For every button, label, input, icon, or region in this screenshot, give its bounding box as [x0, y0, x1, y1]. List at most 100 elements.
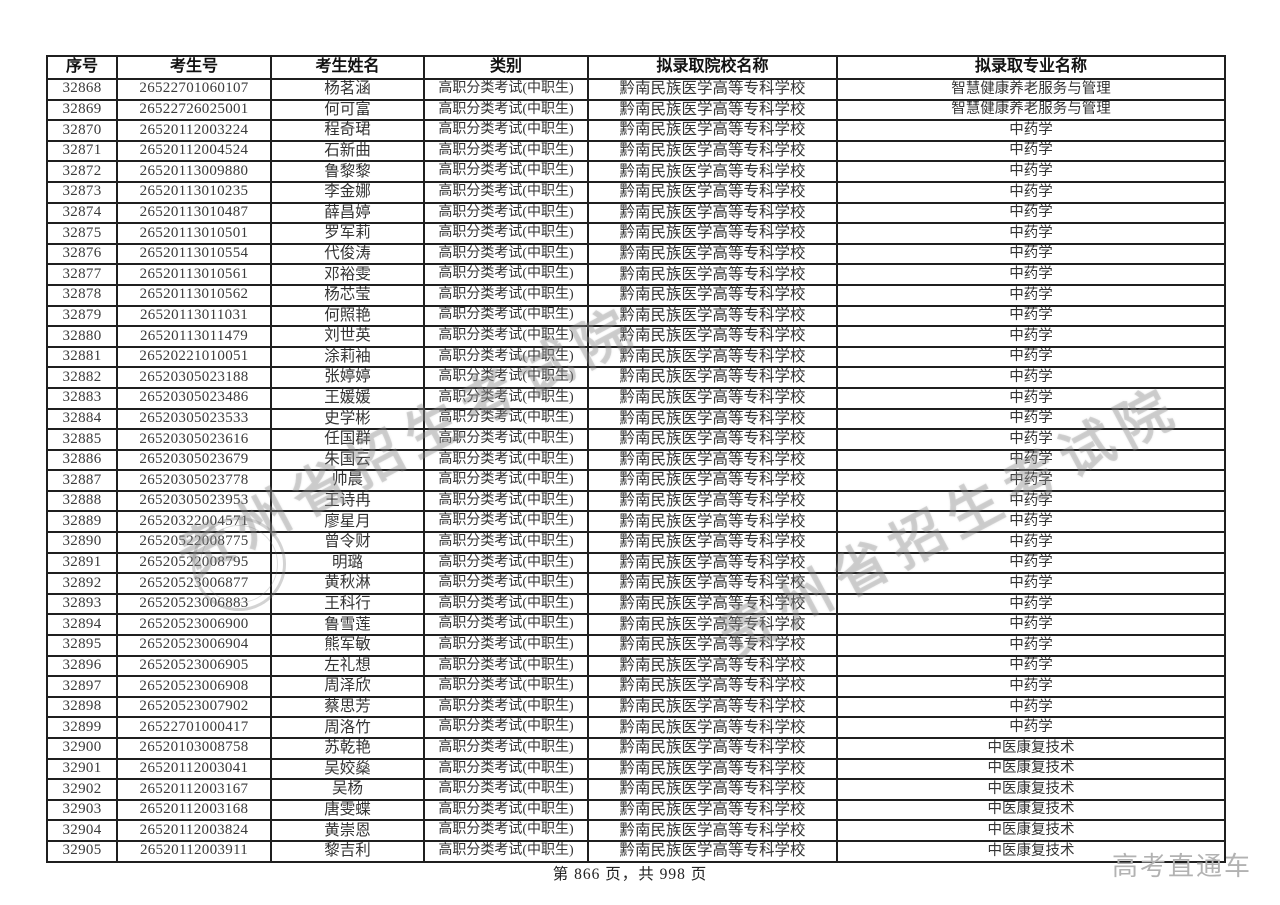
table-cell: 26520112003168 [116, 798, 272, 822]
table-cell: 26520221010051 [116, 345, 272, 369]
table-cell: 26520523006883 [116, 592, 272, 616]
table-cell: 26520523006905 [116, 654, 272, 678]
table-cell: 高职分类考试(中职生) [423, 551, 589, 575]
table-cell: 中药学 [836, 325, 1226, 348]
table-header-row: 序号 考生号 考生姓名 类别 拟录取院校名称 拟录取专业名称 [46, 55, 1226, 80]
table-cell: 黔南民族医学高等专科学校 [587, 304, 838, 328]
table-cell: 高职分类考试(中职生) [423, 716, 589, 739]
table-cell: 中药学 [836, 510, 1226, 534]
table-cell: 32878 [46, 283, 118, 307]
table-cell: 高职分类考试(中职生) [423, 778, 589, 801]
table-cell: 32876 [46, 242, 118, 266]
table-cell: 32881 [46, 345, 118, 369]
table-cell: 中药学 [836, 716, 1226, 739]
table-row: 32869 26522726025001 何可富 高职分类考试(中职生) 黔南民族医学高… [46, 98, 1226, 122]
table-cell: 黔南民族医学高等专科学校 [587, 716, 838, 739]
table-cell: 何可富 [270, 98, 425, 122]
table-cell: 32872 [46, 160, 118, 183]
table-cell: 中药学 [836, 675, 1226, 698]
table-cell: 罗军莉 [270, 222, 425, 245]
table-cell: 32885 [46, 428, 118, 451]
table-cell: 32894 [46, 613, 118, 637]
table-cell: 32879 [46, 304, 118, 328]
table-cell: 黔南民族医学高等专科学校 [587, 180, 838, 204]
table-cell: 32869 [46, 98, 118, 122]
table-row: 32871 26520112004524 石新曲 高职分类考试(中职生) 黔南民族医学高… [46, 139, 1226, 163]
table-cell: 32891 [46, 551, 118, 575]
table-cell: 高职分类考试(中职生) [423, 613, 589, 637]
table-cell: 32895 [46, 634, 118, 657]
table-cell: 中医康复技术 [836, 839, 1226, 863]
table-cell: 26520523006900 [116, 613, 272, 637]
table-cell: 周洛竹 [270, 716, 425, 739]
table-cell: 高职分类考试(中职生) [423, 819, 589, 842]
table-cell: 26520522008795 [116, 551, 272, 575]
table-cell: 黔南民族医学高等专科学校 [587, 366, 838, 389]
table-cell: 黔南民族医学高等专科学校 [587, 283, 838, 307]
table-cell: 中药学 [836, 139, 1226, 163]
table-cell: 程奇珺 [270, 119, 425, 142]
table-cell: 黔南民族医学高等专科学校 [587, 139, 838, 163]
table-cell: 黔南民族医学高等专科学校 [587, 345, 838, 369]
table-cell: 中药学 [836, 551, 1226, 575]
table-cell: 代俊涛 [270, 242, 425, 266]
table-cell: 32904 [46, 819, 118, 842]
table-cell: 中药学 [836, 428, 1226, 451]
table-cell: 黔南民族医学高等专科学校 [587, 201, 838, 225]
table-row: 32889 26520322004571 廖星月 高职分类考试(中职生) 黔南民族医学高… [46, 510, 1226, 534]
table-row: 32891 26520522008795 明璐 高职分类考试(中职生) 黔南民族医学高等… [46, 551, 1226, 575]
table-cell: 廖星月 [270, 510, 425, 534]
table-cell: 26520523006904 [116, 634, 272, 657]
table-cell: 黔南民族医学高等专科学校 [587, 510, 838, 534]
table-cell: 26520113010562 [116, 283, 272, 307]
table-row: 32882 26520305023188 张婷婷 高职分类考试(中职生) 黔南民族医学高… [46, 366, 1226, 389]
table-cell: 石新曲 [270, 139, 425, 163]
table-cell: 杨茗涵 [270, 78, 425, 101]
table-cell: 黔南民族医学高等专科学校 [587, 654, 838, 678]
table-cell: 32874 [46, 201, 118, 225]
table-cell: 曾令财 [270, 531, 425, 554]
table-cell: 32875 [46, 222, 118, 245]
table-cell: 黔南民族医学高等专科学校 [587, 263, 838, 286]
table-cell: 刘世英 [270, 325, 425, 348]
table-cell: 32887 [46, 469, 118, 492]
table-cell: 高职分类考试(中职生) [423, 531, 589, 554]
table-row: 32896 26520523006905 左礼想 高职分类考试(中职生) 黔南民族医学高… [46, 654, 1226, 678]
table-cell: 26520103008758 [116, 737, 272, 760]
table-cell: 中药学 [836, 366, 1226, 389]
table-cell: 中药学 [836, 448, 1226, 472]
table-cell: 智慧健康养老服务与管理 [836, 98, 1226, 122]
table-cell: 任国群 [270, 428, 425, 451]
table-body: 32868 26522701060107 杨茗涵 高职分类考试(中职生) 黔南民族医学高… [46, 78, 1226, 863]
table-cell: 32905 [46, 839, 118, 863]
table-cell: 中药学 [836, 386, 1226, 410]
table-cell: 黔南民族医学高等专科学校 [587, 531, 838, 554]
table-cell: 帅晨 [270, 469, 425, 492]
table-cell: 黔南民族医学高等专科学校 [587, 634, 838, 657]
table-cell: 32898 [46, 695, 118, 719]
table-cell: 高职分类考试(中职生) [423, 448, 589, 472]
table-row: 32881 26520221010051 涂莉袖 高职分类考试(中职生) 黔南民族医学高… [46, 345, 1226, 369]
table-cell: 26520305023486 [116, 386, 272, 410]
table-row: 32903 26520112003168 唐雯蝶 高职分类考试(中职生) 黔南民族医学高… [46, 798, 1226, 822]
table-cell: 26520112003167 [116, 778, 272, 801]
table-cell: 何照艳 [270, 304, 425, 328]
table-cell: 32870 [46, 119, 118, 142]
table-cell: 高职分类考试(中职生) [423, 675, 589, 698]
table-cell: 26520113010235 [116, 180, 272, 204]
table-cell: 26520523006908 [116, 675, 272, 698]
table-cell: 高职分类考试(中职生) [423, 839, 589, 863]
table-cell: 高职分类考试(中职生) [423, 572, 589, 595]
table-cell: 32903 [46, 798, 118, 822]
table-cell: 中药学 [836, 469, 1226, 492]
table-cell: 32877 [46, 263, 118, 286]
table-cell: 高职分类考试(中职生) [423, 119, 589, 142]
table-cell: 中药学 [836, 304, 1226, 328]
table-cell: 黔南民族医学高等专科学校 [587, 613, 838, 637]
table-cell: 苏乾艳 [270, 737, 425, 760]
table-cell: 邓裕雯 [270, 263, 425, 286]
table-row: 32877 26520113010561 邓裕雯 高职分类考试(中职生) 黔南民族医学高… [46, 263, 1226, 286]
table-row: 32904 26520112003824 黄崇恩 高职分类考试(中职生) 黔南民族医学高… [46, 819, 1226, 842]
table-cell: 黔南民族医学高等专科学校 [587, 675, 838, 698]
